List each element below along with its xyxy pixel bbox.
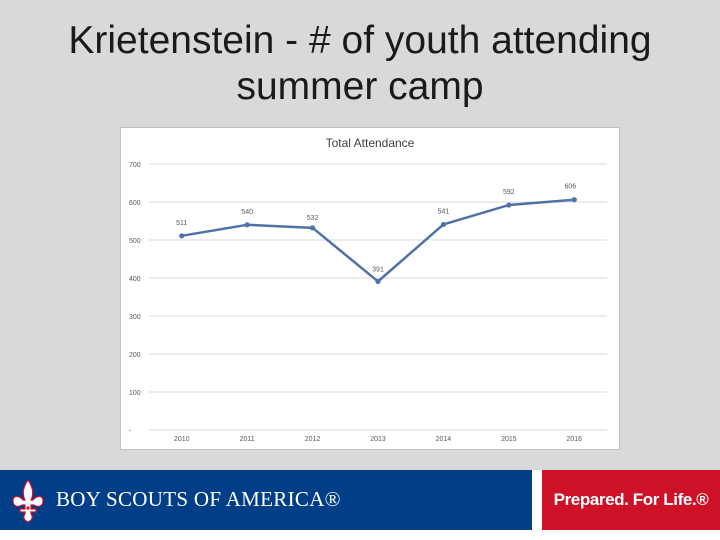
data-label: 532 (307, 215, 319, 222)
data-label: 391 (372, 266, 384, 273)
footer-brand-bar: BOY SCOUTS OF AMERICA® (0, 470, 532, 530)
data-point (244, 222, 250, 228)
data-label: 606 (564, 184, 576, 191)
grid-lines (149, 163, 607, 431)
organization-name: BOY SCOUTS OF AMERICA® (56, 487, 341, 511)
y-tick-label: 500 (129, 238, 141, 245)
data-point (375, 278, 381, 285)
x-tick-label: 2011 (240, 436, 255, 443)
y-tick-label: - (129, 428, 132, 435)
data-point (309, 225, 316, 231)
fleur-de-lis-icon (12, 478, 44, 523)
y-tick-label: 200 (129, 352, 141, 359)
data-labels: 511 540 532 391 541 592 606 (176, 184, 576, 274)
data-label: 540 (241, 209, 253, 216)
y-tick-label: 600 (129, 200, 141, 207)
slide-title: Krietenstein - # of youth attending summ… (0, 18, 720, 110)
data-label: 541 (438, 208, 450, 215)
y-axis-ticks: - 100 200 300 400 500 600 700 (129, 162, 141, 435)
tagline-panel: Prepared. For Life.® (542, 470, 720, 530)
data-label: 511 (176, 220, 187, 227)
x-tick-label: 2010 (174, 436, 190, 443)
slide-title-line-2: summer camp (236, 65, 484, 108)
chart-canvas: Total Attendance -100200300400500600700 … (129, 136, 607, 443)
data-point (440, 221, 447, 228)
x-tick-label: 2014 (436, 436, 452, 443)
x-tick-label: 2015 (501, 436, 517, 443)
data-point (571, 197, 577, 203)
chart-title: Total Attendance (326, 136, 415, 150)
attendance-chart: Total Attendance -100 200 300 400 500 600 700 … (120, 127, 620, 450)
y-tick-label: 100 (129, 390, 141, 397)
x-tick-label: 2012 (305, 436, 321, 443)
data-point (506, 202, 512, 208)
data-point (179, 233, 185, 239)
x-tick-label: 2013 (370, 436, 386, 443)
footer-banner: BOY SCOUTS OF AMERICA® Prepared. For Lif… (0, 470, 720, 540)
x-axis-ticks: 2010 2011 2012 2013 2014 2015 2016 (174, 436, 582, 443)
x-tick-label: 2016 (566, 436, 582, 443)
tagline-background: Prepared. For Life.® (542, 470, 720, 530)
data-label: 592 (503, 189, 515, 196)
slide-title-line-1: Krietenstein - # of youth attending (68, 19, 652, 62)
y-tick-label: 700 (129, 162, 141, 169)
y-tick-label: 400 (129, 276, 141, 283)
y-tick-label: 300 (129, 314, 141, 321)
data-points (179, 197, 577, 285)
tagline-text: Prepared. For Life.® (553, 490, 709, 509)
